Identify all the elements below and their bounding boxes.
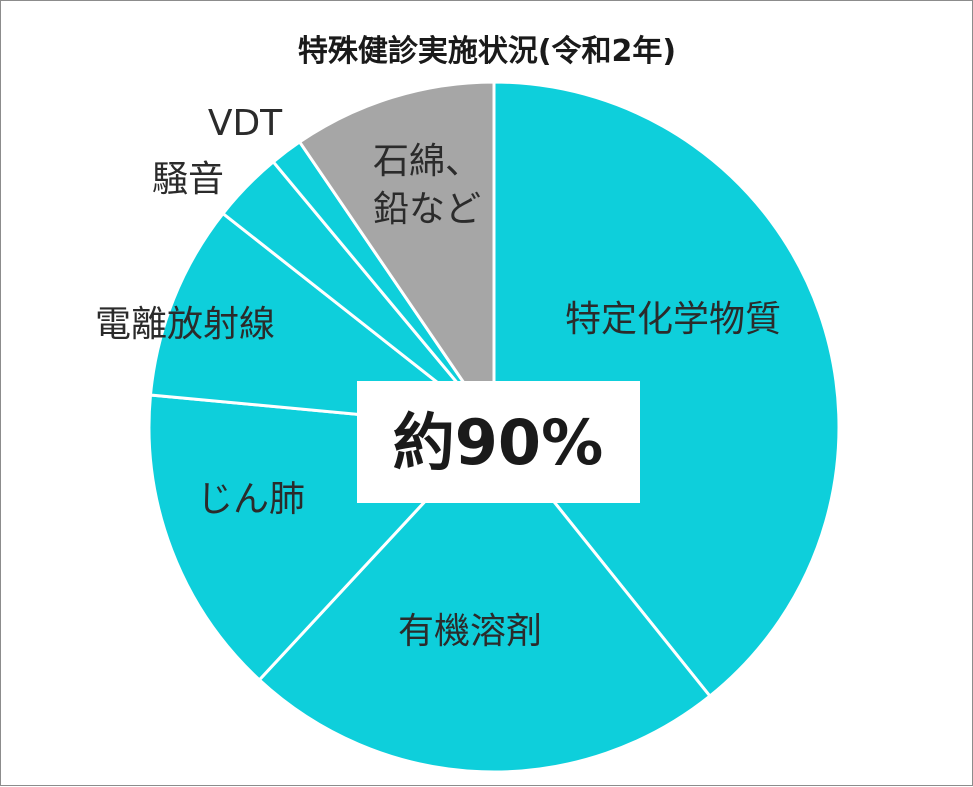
pie-slice <box>297 80 496 432</box>
pie-slice <box>148 211 499 429</box>
pie-slice <box>257 424 713 774</box>
slice-label: 石綿、鉛など <box>373 141 481 230</box>
slice-label: 特定化学物質 <box>565 299 781 340</box>
slice-label: 騒音 <box>152 159 224 200</box>
slice-label: 電離放射線 <box>95 304 275 345</box>
slice-label: VDT <box>208 103 283 144</box>
callout-box: 約90% <box>357 381 640 503</box>
callout-text: 約90% <box>393 406 603 479</box>
slice-label: じん肺 <box>197 479 305 520</box>
pie-slice <box>492 80 841 699</box>
slice-label: 有機溶剤 <box>398 611 542 652</box>
chart-title: 特殊健診実施状況(令和2年) <box>298 34 676 69</box>
callout-background <box>357 381 640 503</box>
